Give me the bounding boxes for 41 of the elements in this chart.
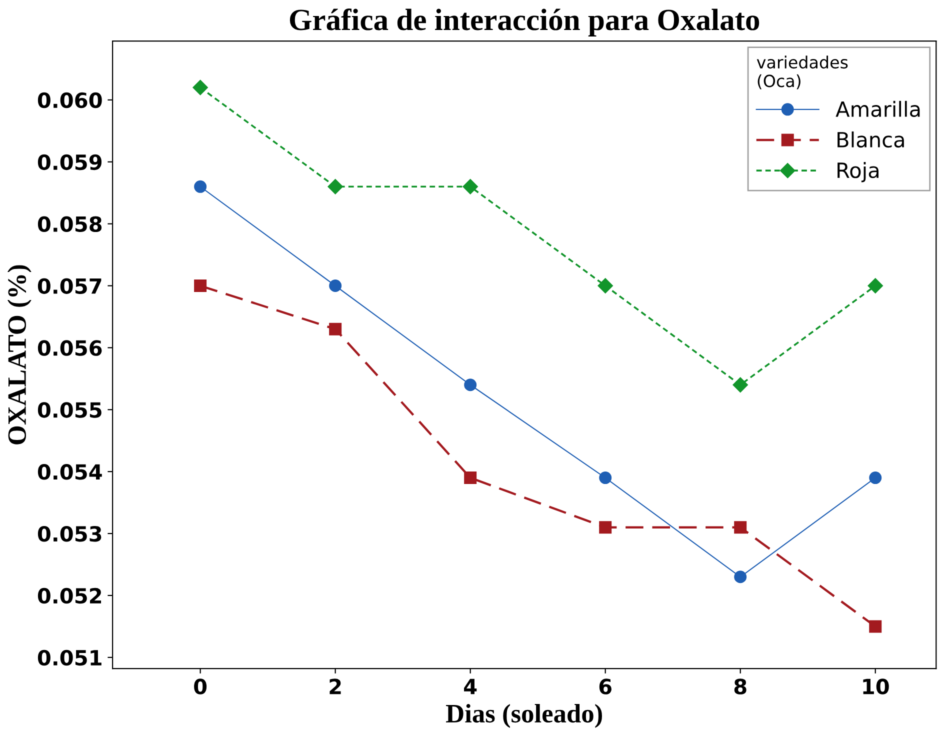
y-tick-label: 0.054 [38, 464, 102, 480]
x-axis-title: Dias (soleado) [446, 704, 602, 728]
y-tick-label: 0.052 [38, 588, 102, 604]
x-tick-label: 0 [194, 678, 207, 694]
legend-label: Amarilla [836, 100, 920, 118]
legend-title: variedades (Oca) [756, 56, 848, 90]
point [192, 80, 208, 96]
chart-title: Gráfica de interacción para Oxalato [290, 8, 760, 36]
point [464, 472, 477, 484]
point [868, 278, 883, 294]
y-tick-label: 0.051 [38, 650, 102, 666]
y-tick-label: 0.058 [38, 216, 102, 232]
y-tick-label: 0.059 [38, 154, 102, 170]
point [329, 280, 342, 292]
y-tick-label: 0.053 [38, 526, 102, 542]
point [599, 521, 612, 534]
x-tick-label: 6 [599, 678, 612, 694]
y-tick-label: 0.055 [38, 402, 102, 418]
point [464, 378, 477, 392]
point [734, 521, 747, 534]
point [732, 377, 748, 392]
y-tick-label: 0.057 [38, 278, 102, 294]
point [598, 278, 613, 294]
legend-label: Roja [838, 162, 878, 182]
point [599, 472, 612, 484]
point [194, 280, 207, 292]
y-tick-label: 0.056 [38, 340, 102, 356]
legend-label: Blanca [838, 131, 904, 148]
point [194, 180, 207, 193]
x-tick-label: 8 [734, 678, 746, 694]
point [869, 620, 882, 633]
point [462, 179, 478, 194]
point [734, 570, 747, 584]
y-tick-label: 0.060 [38, 92, 102, 108]
point [328, 179, 343, 194]
x-tick-label: 4 [464, 678, 477, 694]
point [329, 322, 342, 336]
point [869, 472, 882, 484]
y-axis-title: OXALATO (%) [7, 265, 32, 444]
x-tick-label: 10 [863, 678, 889, 694]
x-tick-label: 2 [330, 678, 341, 694]
